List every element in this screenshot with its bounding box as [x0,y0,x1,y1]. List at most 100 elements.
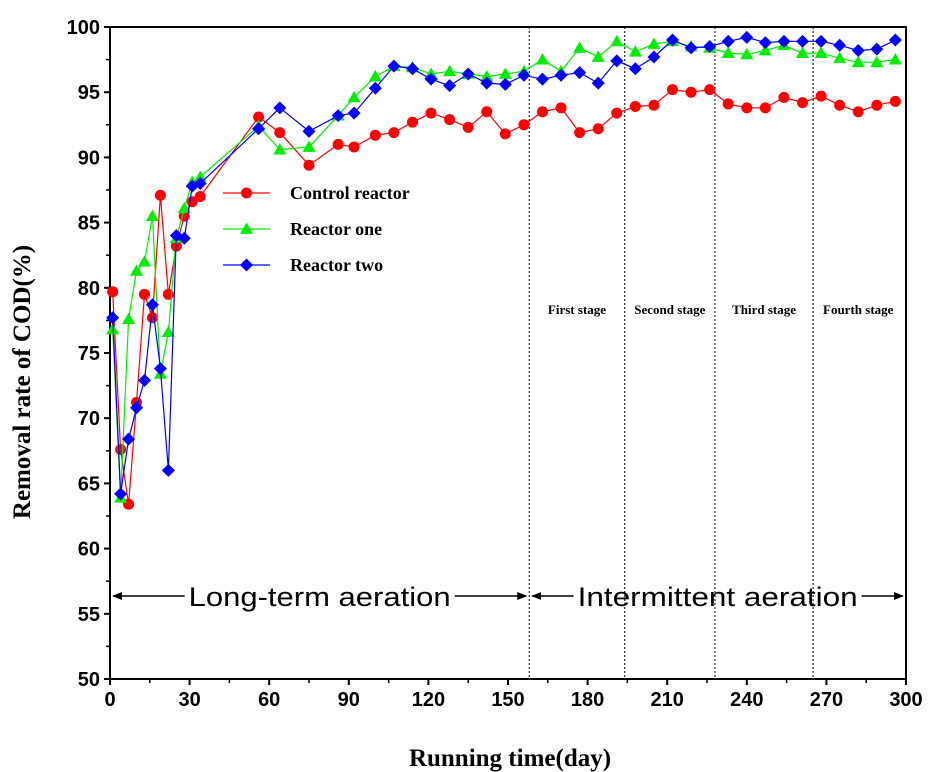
data-point [834,99,846,111]
data-point [138,288,150,300]
data-point [153,362,167,376]
series [106,30,902,510]
legend-label: Control reactor [290,183,410,203]
data-point [114,487,128,501]
series-line [112,40,896,498]
data-point [758,43,772,56]
y-tick-label: 100 [67,17,100,39]
y-tick-label: 55 [78,604,100,626]
y-tick-label: 75 [78,343,100,365]
data-point [130,264,144,276]
data-point [554,68,568,82]
data-point [177,201,191,214]
data-point [721,46,735,58]
data-point [387,59,401,73]
data-point [648,99,660,111]
x-axis-title: Running time(day) [409,745,611,772]
data-point [303,159,315,171]
data-point [252,122,266,136]
phase-label: Long-term aeration [189,582,451,612]
data-point [797,97,809,109]
data-point [888,53,902,65]
data-point [331,109,345,123]
legend-marker [240,222,253,234]
data-point [796,34,810,48]
x-tick-label: 30 [178,689,200,711]
data-point [667,84,679,96]
data-point [610,54,624,68]
data-point [498,77,512,91]
data-point [106,311,120,325]
data-point [369,129,381,141]
x-tick-label: 150 [491,689,524,711]
ticks: 0 30 60 90 120 150 180 210 240 270 300 50 55 60 65 70 75… [67,17,923,711]
stage-label: Fourth stage [823,302,894,317]
series-control-reactor [107,84,901,510]
phase-label: Intermittent aeration [578,582,858,612]
data-point [740,30,754,44]
data-point [574,127,586,139]
data-point [154,189,166,201]
legend-marker [241,187,252,199]
data-point [122,432,136,446]
data-point [870,55,884,68]
data-point [107,286,119,298]
data-point [161,463,175,477]
data-point [253,111,265,123]
stage-label: First stage [548,302,606,317]
y-tick-label: 65 [78,473,100,495]
stage-dividers [528,27,907,679]
y-axis-title: Removal rate of COD(%) [9,245,36,519]
data-point [536,106,548,118]
y-tick-label: 70 [78,408,100,430]
series-line [112,36,896,494]
data-point [425,107,437,119]
data-point [685,86,697,98]
y-tick-label: 60 [78,539,100,561]
x-tick-label: 90 [338,689,360,711]
series-reactor-two [106,30,902,501]
data-point [145,209,159,221]
data-point [815,90,827,102]
data-point [130,401,144,415]
data-point [146,312,158,324]
data-point [332,138,344,150]
data-point [684,41,698,55]
data-point [498,67,512,79]
x-tick-label: 180 [571,689,604,711]
legend: Control reactor Reactor one Reactor two [223,183,410,275]
data-point [461,67,475,81]
data-point [145,298,159,312]
data-point [122,312,136,324]
data-point [273,101,287,115]
data-point [443,79,457,93]
data-point [833,38,847,52]
y-tick-label: 95 [78,82,100,104]
stage-label: Second stage [634,302,705,317]
data-point [348,141,360,153]
y-tick-label: 80 [78,278,100,300]
data-point [444,114,456,126]
data-point [704,84,716,96]
data-point [851,43,865,57]
aeration-phases: Long-term aeration Intermittent aeration [112,582,904,612]
data-point [347,106,361,120]
data-point [273,143,287,155]
data-point [628,62,642,76]
data-point [535,72,549,86]
data-point [814,34,828,48]
data-point [555,102,567,114]
data-point [889,95,901,107]
data-point [629,101,641,113]
data-point [833,51,847,64]
data-point [851,55,865,68]
y-tick-label: 90 [78,147,100,169]
data-point [302,140,316,152]
data-point [741,102,753,114]
data-point [628,45,642,57]
data-point [517,68,531,82]
legend-marker [240,258,253,272]
data-point [852,106,864,118]
data-point [499,128,511,140]
